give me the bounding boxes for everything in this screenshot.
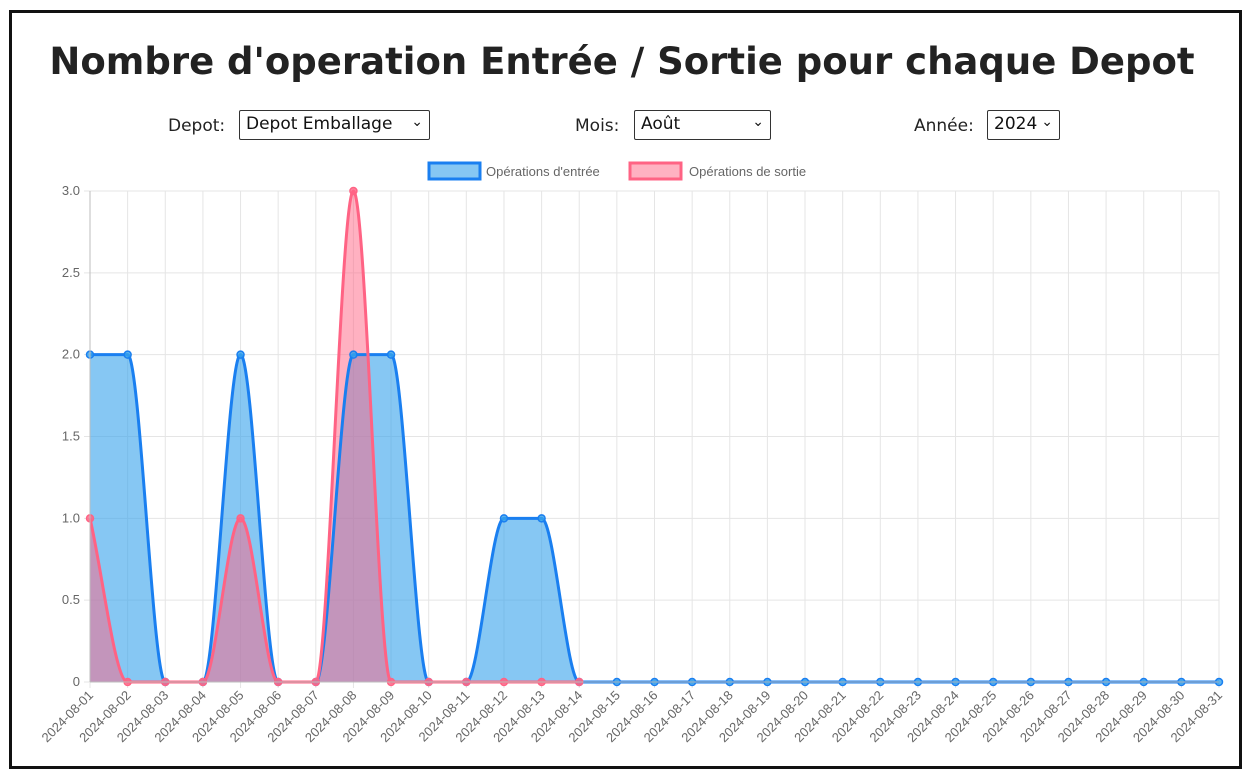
mois-select[interactable]: Août ⌄: [634, 110, 771, 140]
depot-select-value: Depot Emballage: [246, 114, 393, 134]
mois-label: Mois:: [575, 116, 620, 136]
page-title: Nombre d'operation Entrée / Sortie pour …: [49, 40, 1195, 83]
chevron-down-icon: ⌄: [752, 114, 764, 130]
mois-select-value: Août: [641, 114, 681, 134]
depot-label: Depot:: [168, 116, 226, 136]
annee-select-value: 2024: [994, 114, 1038, 134]
chevron-down-icon: ⌄: [411, 114, 423, 130]
chevron-down-icon: ⌄: [1041, 114, 1053, 130]
depot-select[interactable]: Depot Emballage ⌄: [239, 110, 430, 140]
annee-select[interactable]: 2024 ⌄: [987, 110, 1060, 140]
annee-label: Année:: [914, 116, 974, 136]
